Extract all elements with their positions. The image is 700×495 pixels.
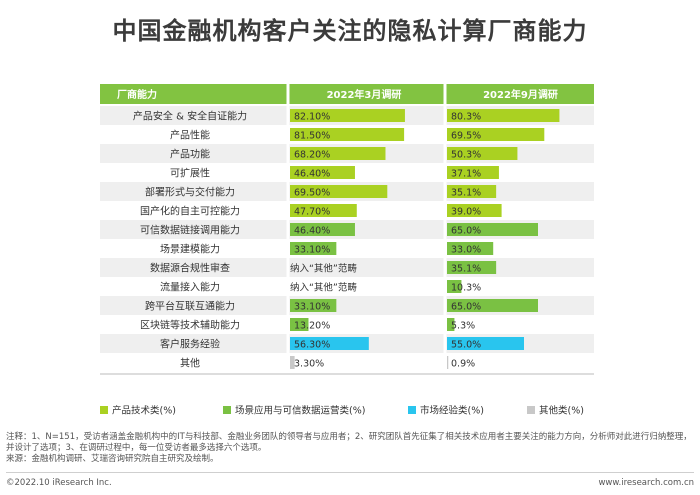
value-label: 47.70% — [294, 207, 330, 218]
value-bar — [290, 147, 386, 160]
legend-swatch — [100, 406, 108, 414]
page-title: 中国金融机构客户关注的隐私计算厂商能力 — [112, 17, 588, 45]
value-bar — [447, 337, 524, 350]
header-bar — [100, 84, 594, 104]
value-bar — [447, 185, 497, 198]
category-label: 客户服务经验 — [160, 338, 220, 351]
legend-label: 其他类(%) — [539, 405, 584, 417]
value-label: 35.1% — [451, 188, 481, 199]
value-bar — [447, 318, 455, 331]
category-label: 部署形式与交付能力 — [145, 186, 235, 199]
value-bar — [447, 299, 538, 312]
legend-swatch — [223, 406, 231, 414]
value-bar — [290, 166, 355, 179]
value-bar — [290, 337, 369, 350]
header-row-label: 厂商能力 — [117, 88, 157, 101]
value-label: 33.0% — [451, 245, 481, 256]
notes-text: 注释：1、N=151，受访者涵盖金融机构中的IT与科技部、金融业务团队的领导者与… — [6, 432, 692, 453]
value-label: 82.10% — [294, 112, 330, 123]
legend-label: 市场经验类(%) — [420, 405, 484, 417]
footer-divider — [6, 472, 694, 473]
value-label: 65.0% — [451, 226, 481, 237]
value-label: 33.10% — [294, 245, 330, 256]
legend-label: 产品技术类(%) — [112, 405, 176, 417]
value-bar — [447, 128, 545, 141]
chart-notes: 注释：1、N=151，受访者涵盖金融机构中的IT与科技部、金融业务团队的领导者与… — [6, 432, 694, 465]
value-label: 10.3% — [451, 283, 481, 294]
value-bar — [290, 318, 309, 331]
value-label: 65.0% — [451, 302, 481, 313]
value-bar — [447, 166, 499, 179]
value-bar — [290, 185, 388, 198]
value-bar — [447, 280, 462, 293]
legend-label: 场景应用与可信数据运营类(%) — [235, 405, 365, 417]
value-label: 68.20% — [294, 150, 330, 161]
footer-copyright: ©2022.10 iResearch Inc. — [6, 478, 112, 488]
value-label: 3.30% — [294, 359, 324, 370]
value-bar — [447, 223, 538, 236]
value-bar — [290, 242, 337, 255]
value-bar — [447, 242, 494, 255]
value-label: 46.40% — [294, 169, 330, 180]
value-label: 5.3% — [451, 321, 475, 332]
header-col-september: 2022年9月调研 — [483, 88, 558, 101]
value-bar — [290, 299, 337, 312]
value-label: 69.50% — [294, 188, 330, 199]
value-label: 56.30% — [294, 340, 330, 351]
footer-website: www.iresearch.com.cn — [598, 478, 694, 488]
value-bar — [290, 128, 405, 141]
value-label: 35.1% — [451, 264, 481, 275]
value-label: 纳入“其他”范畴 — [290, 282, 357, 294]
category-label: 流量接入能力 — [160, 281, 220, 294]
source-text: 来源：金融机构调研、艾瑞咨询研究院自主研究及绘制。 — [6, 454, 219, 464]
value-label: 39.0% — [451, 207, 481, 218]
value-bar — [447, 147, 518, 160]
value-bar — [290, 109, 405, 122]
value-label: 0.9% — [451, 359, 475, 370]
value-label: 46.40% — [294, 226, 330, 237]
category-label: 数据源合规性审查 — [150, 262, 230, 275]
category-label: 区块链等技术辅助能力 — [140, 319, 240, 332]
value-label: 纳入“其他”范畴 — [290, 263, 357, 275]
category-label: 可信数据链接调用能力 — [140, 224, 240, 237]
value-bar — [447, 204, 502, 217]
category-label: 其他 — [180, 357, 200, 370]
category-label: 产品安全 & 安全自证能力 — [133, 110, 247, 123]
value-label: 13.20% — [294, 321, 330, 332]
value-label: 80.3% — [451, 112, 481, 123]
value-label: 33.10% — [294, 302, 330, 313]
value-label: 55.0% — [451, 340, 481, 351]
value-label: 50.3% — [451, 150, 481, 161]
value-bar — [447, 109, 560, 122]
category-label: 场景建模能力 — [160, 243, 220, 256]
value-bar — [447, 356, 449, 369]
value-bar — [290, 223, 355, 236]
category-label: 产品功能 — [170, 148, 210, 161]
category-label: 国产化的自主可控能力 — [140, 205, 240, 218]
value-label: 37.1% — [451, 169, 481, 180]
header-col-march: 2022年3月调研 — [327, 88, 402, 101]
category-label: 可扩展性 — [170, 167, 210, 180]
value-label: 81.50% — [294, 131, 330, 142]
category-label: 产品性能 — [170, 129, 210, 142]
category-label: 跨平台互联互通能力 — [145, 300, 235, 313]
legend-swatch — [527, 406, 535, 414]
value-bar — [290, 204, 357, 217]
value-label: 69.5% — [451, 131, 481, 142]
value-bar — [447, 261, 497, 274]
value-bar — [290, 356, 295, 369]
legend-swatch — [408, 406, 416, 414]
